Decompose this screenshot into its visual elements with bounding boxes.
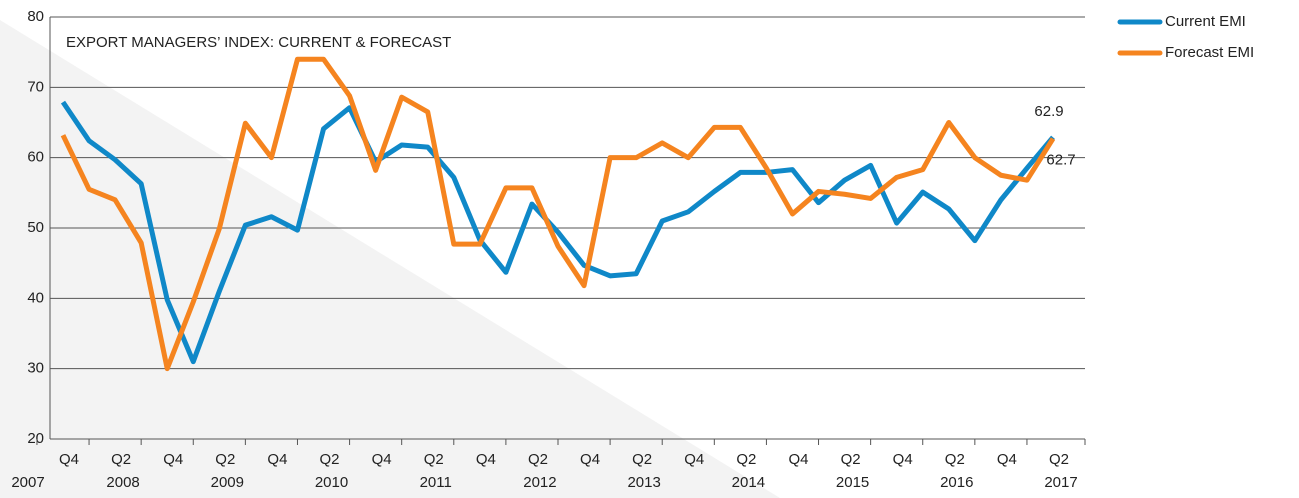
x-tick-label: Q2 bbox=[111, 451, 131, 468]
y-tick-label: 20 bbox=[27, 430, 44, 447]
x-tick-label: Q4 bbox=[59, 451, 79, 468]
chart-title: EXPORT MANAGERS’ INDEX: CURRENT & FORECA… bbox=[66, 34, 451, 51]
x-tick-label: Q2 bbox=[528, 451, 548, 468]
x-year-label: 2008 bbox=[106, 474, 139, 491]
x-year-label: 2012 bbox=[523, 474, 556, 491]
x-tick-label: Q4 bbox=[997, 451, 1017, 468]
x-tick-label: Q4 bbox=[372, 451, 392, 468]
x-tick-label: Q4 bbox=[476, 451, 496, 468]
y-tick-label: 70 bbox=[27, 78, 44, 95]
series-line bbox=[60, 100, 1055, 365]
y-tick-label: 80 bbox=[27, 8, 44, 25]
x-year-label: 2017 bbox=[1044, 474, 1077, 491]
series-line bbox=[60, 56, 1056, 372]
x-year-label: 2009 bbox=[211, 474, 244, 491]
x-year-label: 2015 bbox=[836, 474, 869, 491]
y-tick-label: 60 bbox=[27, 149, 44, 166]
x-tick-label: Q2 bbox=[215, 451, 235, 468]
x-year-label: 2014 bbox=[732, 474, 765, 491]
x-tick-label: Q2 bbox=[945, 451, 965, 468]
x-tick-label: Q2 bbox=[1049, 451, 1069, 468]
data-label: 62.9 bbox=[1034, 103, 1063, 120]
x-tick-label: Q2 bbox=[841, 451, 861, 468]
legend-label: Current EMI bbox=[1165, 13, 1246, 30]
x-tick-label: Q4 bbox=[163, 451, 183, 468]
x-year-label: 2016 bbox=[940, 474, 973, 491]
x-tick-label: Q2 bbox=[424, 451, 444, 468]
x-tick-label: Q4 bbox=[684, 451, 704, 468]
x-year-label: 2011 bbox=[420, 474, 452, 491]
x-tick-label: Q2 bbox=[632, 451, 652, 468]
x-year-label: 2013 bbox=[627, 474, 660, 491]
x-tick-label: Q2 bbox=[320, 451, 340, 468]
data-label: 62.7 bbox=[1046, 152, 1075, 169]
x-tick-label: Q4 bbox=[788, 451, 808, 468]
x-tick-label: Q4 bbox=[893, 451, 913, 468]
x-tick-label: Q4 bbox=[267, 451, 287, 468]
x-tick-label: Q2 bbox=[736, 451, 756, 468]
x-year-label: 2007 bbox=[11, 474, 44, 491]
background-shade bbox=[0, 20, 780, 498]
y-tick-label: 30 bbox=[27, 360, 44, 377]
legend-label: Forecast EMI bbox=[1165, 44, 1254, 61]
x-tick-label: Q4 bbox=[580, 451, 600, 468]
y-tick-label: 40 bbox=[27, 289, 44, 306]
x-year-label: 2010 bbox=[315, 474, 348, 491]
y-tick-label: 50 bbox=[27, 219, 44, 236]
